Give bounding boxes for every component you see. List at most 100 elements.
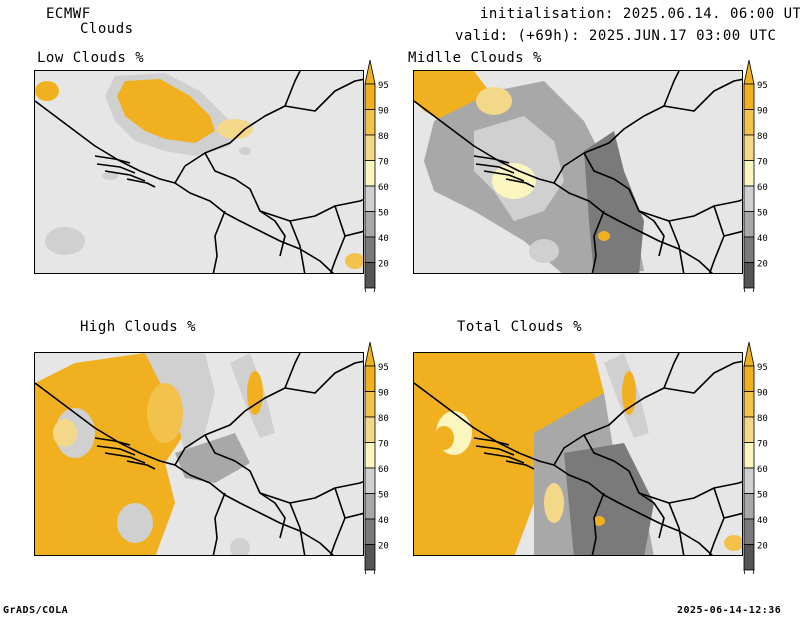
cloud-area xyxy=(414,353,604,555)
map-high-clouds xyxy=(34,352,364,556)
colorbar-segment xyxy=(743,391,755,418)
colorbar-segment xyxy=(743,365,755,392)
colorbar-tick-label: 60 xyxy=(378,465,389,475)
cloud-area xyxy=(217,119,253,139)
colorbar-tick-label: 80 xyxy=(378,414,389,424)
cloud-area xyxy=(434,426,454,450)
footer-timestamp: 2025-06-14-12:36 xyxy=(677,605,782,616)
colorbar-tick-label: 90 xyxy=(378,389,389,399)
colorbar-tick-label: 95 xyxy=(378,81,389,91)
colorbar-segment xyxy=(364,493,376,520)
cloud-area xyxy=(53,419,77,447)
colorbar-tick-label: 80 xyxy=(757,132,768,142)
colorbar-segment xyxy=(364,160,376,187)
colorbar-segment xyxy=(364,442,376,469)
colorbar-tick-label: 20 xyxy=(378,260,389,270)
colorbar-arrow-bottom xyxy=(364,569,376,574)
colorbar-total: 95 90 80 70 60 50 40 20 xyxy=(742,342,778,574)
colorbar-tick-label: 95 xyxy=(757,81,768,91)
colorbar-segment xyxy=(364,83,376,110)
colorbar-segment xyxy=(743,416,755,443)
colorbar-tick-label: 90 xyxy=(378,107,389,117)
colorbar-segment xyxy=(743,211,755,238)
colorbar-arrow-top xyxy=(364,60,376,85)
map-low-clouds xyxy=(34,70,364,274)
cloud-area xyxy=(622,371,636,415)
model-label: ECMWF xyxy=(46,6,91,22)
colorbar-tick-label: 60 xyxy=(757,465,768,475)
colorbar-tick-label: 80 xyxy=(757,414,768,424)
colorbar-segment xyxy=(364,544,376,571)
colorbar-segment xyxy=(743,109,755,136)
cloud-area xyxy=(544,483,564,523)
colorbar-tick-label: 90 xyxy=(757,107,768,117)
colorbar-tick-label: 80 xyxy=(378,132,389,142)
colorbar-tick-label: 50 xyxy=(378,209,389,219)
colorbar-tick-label: 60 xyxy=(757,183,768,193)
cloud-area xyxy=(175,433,250,483)
coastline-borders xyxy=(35,353,363,555)
cloud-area xyxy=(476,87,512,115)
cloud-area xyxy=(598,231,610,241)
colorbar-segment xyxy=(743,262,755,289)
colorbar-tick-label: 50 xyxy=(757,491,768,501)
panel-title-low: Low Clouds % xyxy=(37,50,145,66)
cloud-area xyxy=(239,147,251,155)
colorbar-tick-label: 40 xyxy=(378,516,389,526)
colorbar-arrow-top xyxy=(743,342,755,367)
product-label: Clouds xyxy=(80,21,134,37)
cloud-area xyxy=(564,443,654,555)
colorbar-segment xyxy=(743,185,755,212)
colorbar-segment xyxy=(743,518,755,545)
panel-title-total: Total Clouds % xyxy=(457,319,583,335)
colorbar-tick-label: 90 xyxy=(757,389,768,399)
coastline-borders xyxy=(35,71,363,273)
cloud-area xyxy=(724,535,742,551)
cloud-area xyxy=(35,81,59,101)
map-middle-clouds xyxy=(413,70,743,274)
colorbar-tick-label: 95 xyxy=(378,363,389,373)
colorbar-segment xyxy=(743,442,755,469)
footer-software: GrADS/COLA xyxy=(3,605,69,616)
colorbar-tick-label: 20 xyxy=(757,542,768,552)
colorbar-segment xyxy=(364,211,376,238)
colorbar-low: 95 90 80 70 60 50 40 20 xyxy=(363,60,399,292)
cloud-area xyxy=(45,227,85,255)
colorbar-arrow-bottom xyxy=(743,287,755,292)
colorbar-tick-label: 70 xyxy=(378,440,389,450)
colorbar-segment xyxy=(743,236,755,263)
panel-title-mid: Midlle Clouds % xyxy=(408,50,542,66)
colorbar-tick-label: 40 xyxy=(378,234,389,244)
colorbar-segment xyxy=(743,160,755,187)
colorbar-segment xyxy=(743,134,755,161)
colorbar-arrow-top xyxy=(743,60,755,85)
cloud-area xyxy=(247,371,263,415)
colorbar-segment xyxy=(364,262,376,289)
colorbar-segment xyxy=(364,391,376,418)
colorbar-mid: 95 90 80 70 60 50 40 20 xyxy=(742,60,778,292)
map-total-clouds xyxy=(413,352,743,556)
init-time: initialisation: 2025.06.14. 06:00 UTC xyxy=(480,6,800,22)
colorbar-segment xyxy=(743,83,755,110)
colorbar-segment xyxy=(364,134,376,161)
colorbar-tick-label: 40 xyxy=(757,516,768,526)
colorbar-segment xyxy=(364,109,376,136)
colorbar-tick-label: 70 xyxy=(378,158,389,168)
colorbar-tick-label: 70 xyxy=(757,440,768,450)
colorbar-tick-label: 95 xyxy=(757,363,768,373)
colorbar-segment xyxy=(364,467,376,494)
cloud-area xyxy=(529,239,559,263)
colorbar-segment xyxy=(743,467,755,494)
cloud-area xyxy=(147,383,183,443)
cloud-area xyxy=(117,503,153,543)
colorbar-segment xyxy=(364,365,376,392)
colorbar-arrow-bottom xyxy=(743,569,755,574)
colorbar-tick-label: 60 xyxy=(378,183,389,193)
cloud-area xyxy=(102,172,118,180)
valid-time: valid: (+69h): 2025.JUN.17 03:00 UTC xyxy=(455,28,777,44)
colorbar-segment xyxy=(364,518,376,545)
cloud-area xyxy=(117,79,215,143)
colorbar-segment xyxy=(364,185,376,212)
colorbar-tick-label: 50 xyxy=(378,491,389,501)
colorbar-tick-label: 50 xyxy=(757,209,768,219)
